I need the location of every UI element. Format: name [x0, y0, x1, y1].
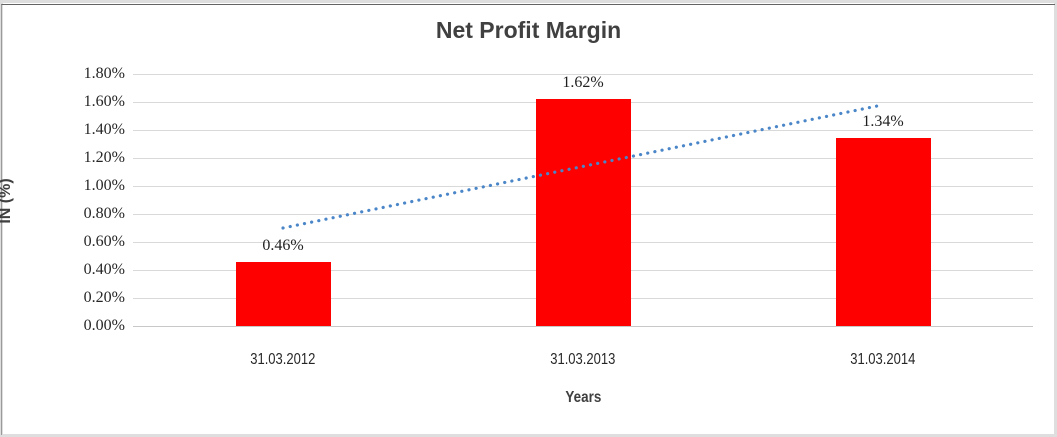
bar [835, 138, 931, 326]
x-tick-label: 31.03.2013 [508, 352, 658, 368]
y-tick-label: 0.20% [83, 289, 125, 306]
y-tick-label: 1.80% [83, 65, 125, 82]
gridline [133, 74, 1033, 75]
x-tick-label: 31.03.2014 [808, 352, 958, 368]
x-tick-label: 31.03.2012 [208, 352, 358, 368]
bar [235, 261, 331, 326]
data-label: 1.34% [862, 113, 904, 131]
y-tick-label: 1.00% [83, 177, 125, 194]
bar [535, 99, 631, 326]
x-tick-label-text: 31.03.2014 [850, 351, 916, 368]
x-axis-title-text: Years [565, 389, 601, 406]
x-tick-label-text: 31.03.2012 [250, 351, 316, 368]
y-axis-title: IN (%) [0, 178, 14, 224]
gridline [133, 326, 1033, 327]
y-tick-label: 1.40% [83, 121, 125, 138]
y-tick-label: 0.80% [83, 205, 125, 222]
data-label: 0.46% [262, 236, 304, 254]
chart-title: Net Profit Margin [435, 17, 622, 43]
y-tick-label: 1.60% [83, 93, 125, 110]
x-tick-label-text: 31.03.2013 [550, 351, 616, 368]
y-tick-label: 0.60% [83, 233, 125, 250]
x-axis-title: Years [133, 389, 1033, 407]
y-tick-label: 0.40% [83, 261, 125, 278]
y-tick-label: 1.20% [83, 149, 125, 166]
y-tick-label: 0.00% [83, 317, 125, 334]
data-label: 1.62% [562, 74, 604, 92]
